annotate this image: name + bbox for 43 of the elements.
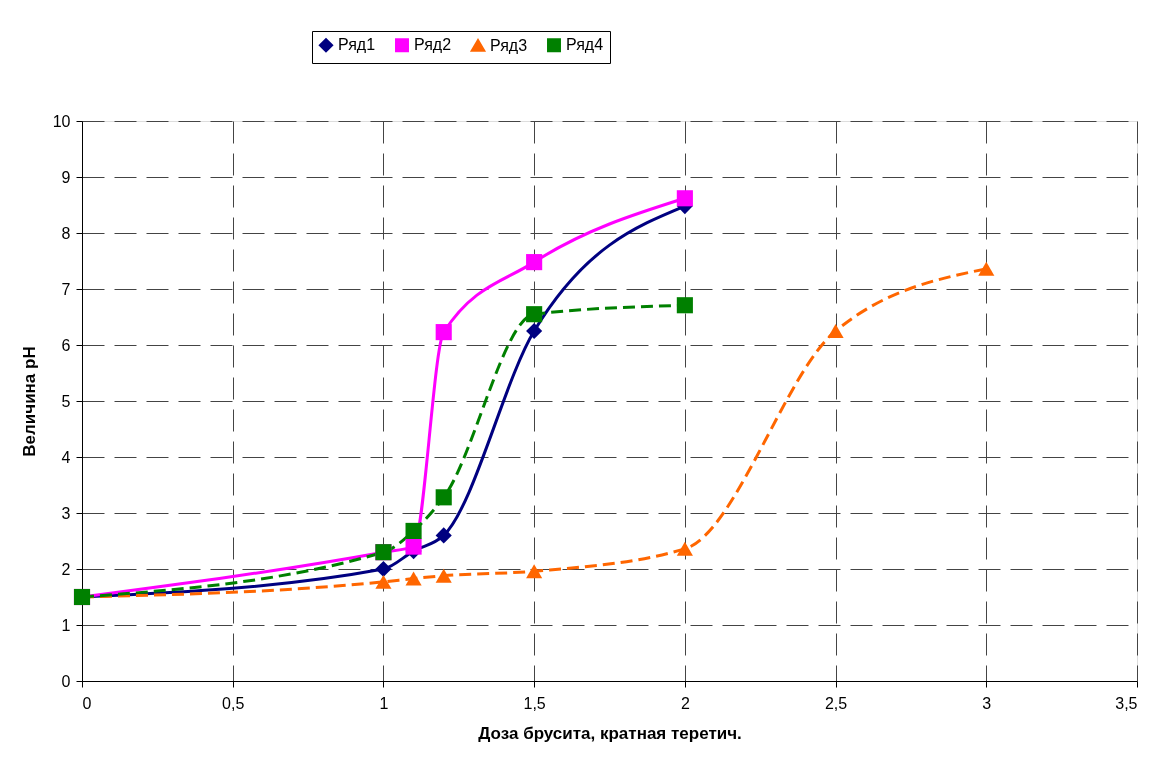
point [526,322,543,340]
point [676,297,693,314]
y-tick-label: 10 [52,112,71,130]
point [435,568,452,583]
y-tick-label: 4 [61,448,71,466]
point [676,541,693,556]
point [405,538,422,555]
y-tick-label: 6 [61,336,71,354]
y-tick-label: 5 [61,392,71,410]
legend-label: Ряд2 [414,36,452,54]
point [375,574,392,589]
point [526,254,543,271]
y-tick-label: 3 [61,504,71,522]
x-tick-label: 3 [982,694,992,712]
point [405,571,422,586]
x-tick-label: 2 [680,694,690,712]
y-tick-label: 7 [61,280,71,298]
legend-label: Ряд3 [490,36,528,54]
point [676,190,693,207]
point [827,324,844,338]
point [526,564,543,579]
legend-label: Ряд1 [338,36,376,54]
y-axis-title: Величина pH [19,346,39,457]
point [435,527,452,544]
point [526,306,543,323]
point [978,261,995,276]
x-tick-label: 2,5 [824,694,848,712]
x-tick-label: 3,5 [1115,694,1138,712]
y-tick-label: 8 [61,224,71,242]
x-tick-label: 1 [379,694,389,712]
point [435,324,452,341]
x-tick-label: 1,5 [523,694,546,712]
y-tick-label: 0 [61,672,71,690]
point [405,522,422,539]
point [375,560,392,578]
x-tick-label: 0 [82,694,92,712]
x-tick-label: 0,5 [222,694,245,712]
y-tick-label: 1 [61,616,71,634]
x-axis-title: Доза брусита, кратная теретич. [478,723,742,743]
legend-label: Ряд4 [566,36,604,54]
y-tick-label: 2 [61,560,71,578]
y-tick-label: 9 [61,168,71,186]
point [435,489,452,506]
